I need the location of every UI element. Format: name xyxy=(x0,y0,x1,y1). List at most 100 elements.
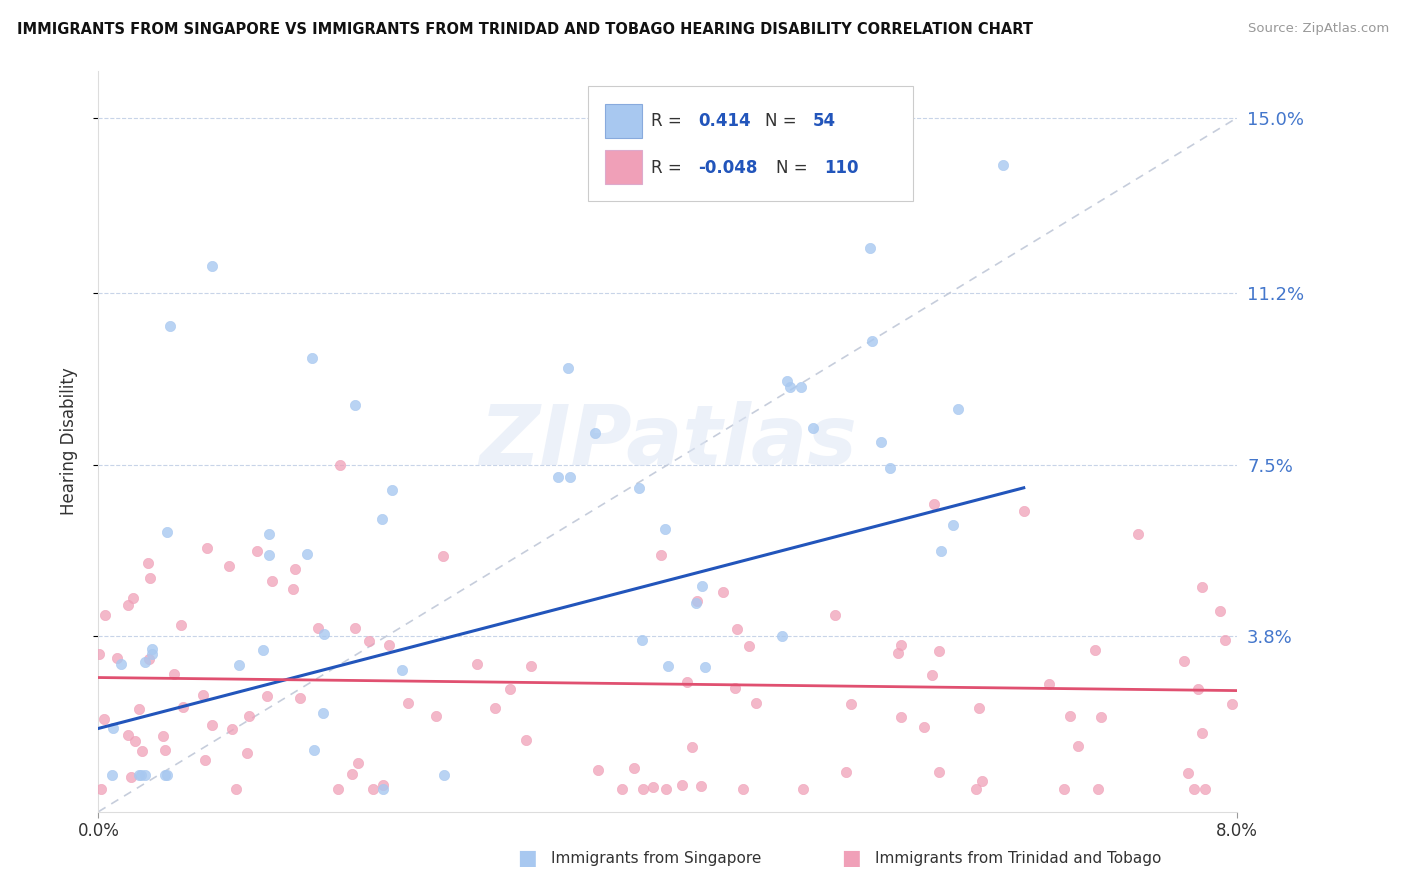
Point xyxy=(801,420,824,434)
Point xyxy=(252,643,274,657)
Point xyxy=(686,594,709,608)
Text: 110: 110 xyxy=(824,159,859,177)
Point xyxy=(1059,708,1081,723)
Point xyxy=(191,689,214,703)
Point xyxy=(139,571,162,585)
Point xyxy=(681,740,703,755)
Point xyxy=(690,780,713,794)
Point xyxy=(839,697,862,711)
Point xyxy=(246,544,269,558)
Point xyxy=(912,720,935,734)
Point xyxy=(1194,781,1216,796)
Text: -0.048: -0.048 xyxy=(699,159,758,177)
Point xyxy=(89,647,111,661)
Point xyxy=(201,259,224,273)
Point xyxy=(890,710,912,724)
Point xyxy=(301,351,323,366)
Point xyxy=(194,753,217,767)
Point xyxy=(262,574,284,589)
Point xyxy=(519,659,541,673)
Point xyxy=(654,522,676,536)
Point xyxy=(886,646,908,660)
Point xyxy=(929,544,952,558)
Point xyxy=(134,655,156,669)
Point xyxy=(381,483,404,498)
Point xyxy=(1090,709,1112,723)
Point xyxy=(378,638,401,652)
Point xyxy=(371,781,394,796)
Point xyxy=(117,728,139,742)
Point xyxy=(221,722,243,736)
Point xyxy=(121,770,143,784)
Point xyxy=(1012,504,1035,518)
Point xyxy=(153,767,176,781)
Point xyxy=(745,696,768,710)
Point xyxy=(138,652,160,666)
Point xyxy=(657,658,679,673)
Point xyxy=(432,549,454,564)
Y-axis label: Hearing Disability: Hearing Disability xyxy=(59,368,77,516)
Point xyxy=(1191,580,1213,594)
Point xyxy=(612,781,634,796)
Point xyxy=(343,398,366,412)
Point xyxy=(1250,781,1272,796)
Text: 54: 54 xyxy=(813,112,835,130)
Text: R =: R = xyxy=(651,112,686,130)
Point xyxy=(391,663,413,677)
Point xyxy=(942,517,965,532)
Point xyxy=(283,582,305,597)
Point xyxy=(879,460,901,475)
Point xyxy=(122,591,145,606)
Point xyxy=(859,241,882,255)
Point xyxy=(628,481,651,495)
Point xyxy=(238,709,260,723)
Point xyxy=(357,634,380,648)
Point xyxy=(1249,732,1271,747)
Point xyxy=(1084,643,1107,657)
Point xyxy=(343,621,366,635)
Point xyxy=(314,627,336,641)
Point xyxy=(515,732,537,747)
Point xyxy=(921,668,943,682)
Point xyxy=(288,691,311,706)
Point xyxy=(922,497,945,511)
Point xyxy=(163,667,186,681)
Point xyxy=(792,781,814,796)
Point xyxy=(141,641,163,656)
Point xyxy=(993,158,1015,172)
Text: N =: N = xyxy=(776,159,813,177)
Point xyxy=(1209,604,1232,618)
Point xyxy=(329,458,352,472)
Point xyxy=(134,767,156,781)
Point xyxy=(347,756,370,770)
Point xyxy=(225,781,247,796)
Point xyxy=(1244,719,1267,733)
Point xyxy=(970,774,993,789)
Point xyxy=(373,778,395,792)
Point xyxy=(724,681,747,696)
Point xyxy=(586,763,609,777)
Point xyxy=(657,189,679,203)
Point xyxy=(141,648,163,662)
Point xyxy=(128,767,150,781)
Point xyxy=(128,702,150,716)
Point xyxy=(172,699,194,714)
Text: 0.414: 0.414 xyxy=(699,112,751,130)
Point xyxy=(560,469,582,483)
Point xyxy=(643,780,665,795)
FancyBboxPatch shape xyxy=(588,87,912,201)
Point xyxy=(155,743,177,757)
Text: R =: R = xyxy=(651,159,686,177)
Point xyxy=(1067,739,1090,753)
Point xyxy=(1173,654,1195,668)
Point xyxy=(129,767,152,781)
Point xyxy=(371,512,394,526)
Point xyxy=(1038,677,1060,691)
Point xyxy=(100,767,122,781)
Point xyxy=(117,598,139,612)
Text: Source: ZipAtlas.com: Source: ZipAtlas.com xyxy=(1249,22,1389,36)
Point xyxy=(328,781,350,796)
Point xyxy=(633,781,655,796)
Point xyxy=(105,650,128,665)
Point xyxy=(693,660,716,674)
